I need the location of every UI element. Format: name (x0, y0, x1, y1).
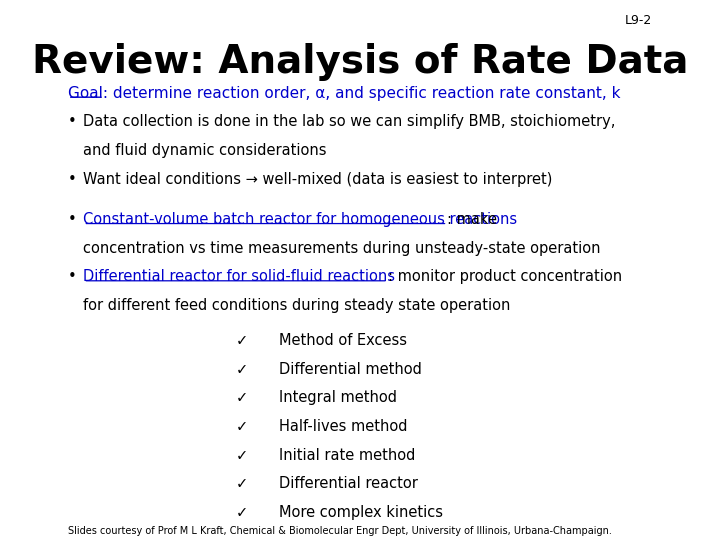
Text: ✓: ✓ (235, 448, 248, 463)
Text: Integral method: Integral method (279, 390, 397, 406)
Text: concentration vs time measurements during unsteady-state operation: concentration vs time measurements durin… (84, 241, 601, 256)
Text: Initial rate method: Initial rate method (279, 448, 415, 463)
Text: Differential method: Differential method (279, 362, 422, 377)
Text: ✓: ✓ (235, 362, 248, 377)
Text: Half-lives method: Half-lives method (279, 419, 408, 434)
Text: •: • (68, 114, 76, 130)
Text: Differential reactor for solid-fluid reactions: Differential reactor for solid-fluid rea… (84, 269, 395, 285)
Text: and fluid dynamic considerations: and fluid dynamic considerations (84, 143, 327, 158)
Text: More complex kinetics: More complex kinetics (279, 505, 444, 520)
Text: Goal: determine reaction order, α, and specific reaction rate constant, k: Goal: determine reaction order, α, and s… (68, 86, 621, 102)
Text: ✓: ✓ (235, 476, 248, 491)
Text: Constant-volume batch reactor for homogeneous reactions: Constant-volume batch reactor for homoge… (84, 212, 518, 227)
Text: •: • (68, 172, 76, 187)
Text: Want ideal conditions → well-mixed (data is easiest to interpret): Want ideal conditions → well-mixed (data… (84, 172, 553, 187)
Text: ✓: ✓ (235, 419, 248, 434)
Text: ✓: ✓ (235, 390, 248, 406)
Text: •: • (68, 269, 76, 285)
Text: •: • (68, 212, 76, 227)
Text: : monitor product concentration: : monitor product concentration (388, 269, 622, 285)
Text: Review: Analysis of Rate Data: Review: Analysis of Rate Data (32, 43, 688, 81)
Text: Slides courtesy of Prof M L Kraft, Chemical & Biomolecular Engr Dept, University: Slides courtesy of Prof M L Kraft, Chemi… (68, 525, 612, 536)
Text: : make: : make (448, 212, 498, 227)
Text: L9-2: L9-2 (625, 14, 652, 26)
Text: ✓: ✓ (235, 333, 248, 348)
Text: ✓: ✓ (235, 505, 248, 520)
Text: Method of Excess: Method of Excess (279, 333, 408, 348)
Text: Differential reactor: Differential reactor (279, 476, 418, 491)
Text: Data collection is done in the lab so we can simplify BMB, stoichiometry,: Data collection is done in the lab so we… (84, 114, 616, 130)
Text: for different feed conditions during steady state operation: for different feed conditions during ste… (84, 298, 510, 313)
